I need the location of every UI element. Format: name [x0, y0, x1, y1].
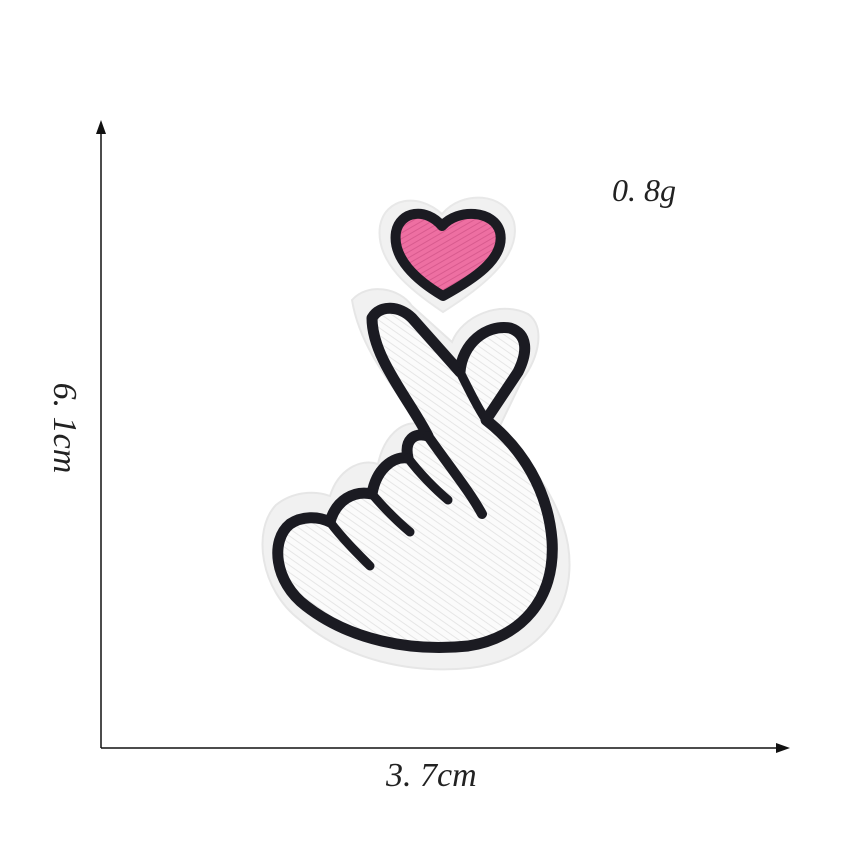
index-finger-edge [423, 431, 487, 519]
width-label: 3. 7cm [386, 757, 477, 794]
finger-heart-patch [261, 196, 571, 671]
arrow-right-icon [776, 743, 790, 753]
axes [96, 120, 790, 753]
finger-crease-2 [367, 489, 415, 537]
heart-icon [390, 208, 506, 301]
hand-outline [272, 302, 558, 653]
finger-crease-3 [403, 453, 453, 505]
finger-crease-1 [325, 517, 375, 571]
weight-label: 0. 8g [612, 172, 676, 208]
thumb-crease [455, 367, 491, 425]
arrow-up-icon [96, 120, 106, 134]
height-label: 6. 1cm [46, 382, 83, 474]
